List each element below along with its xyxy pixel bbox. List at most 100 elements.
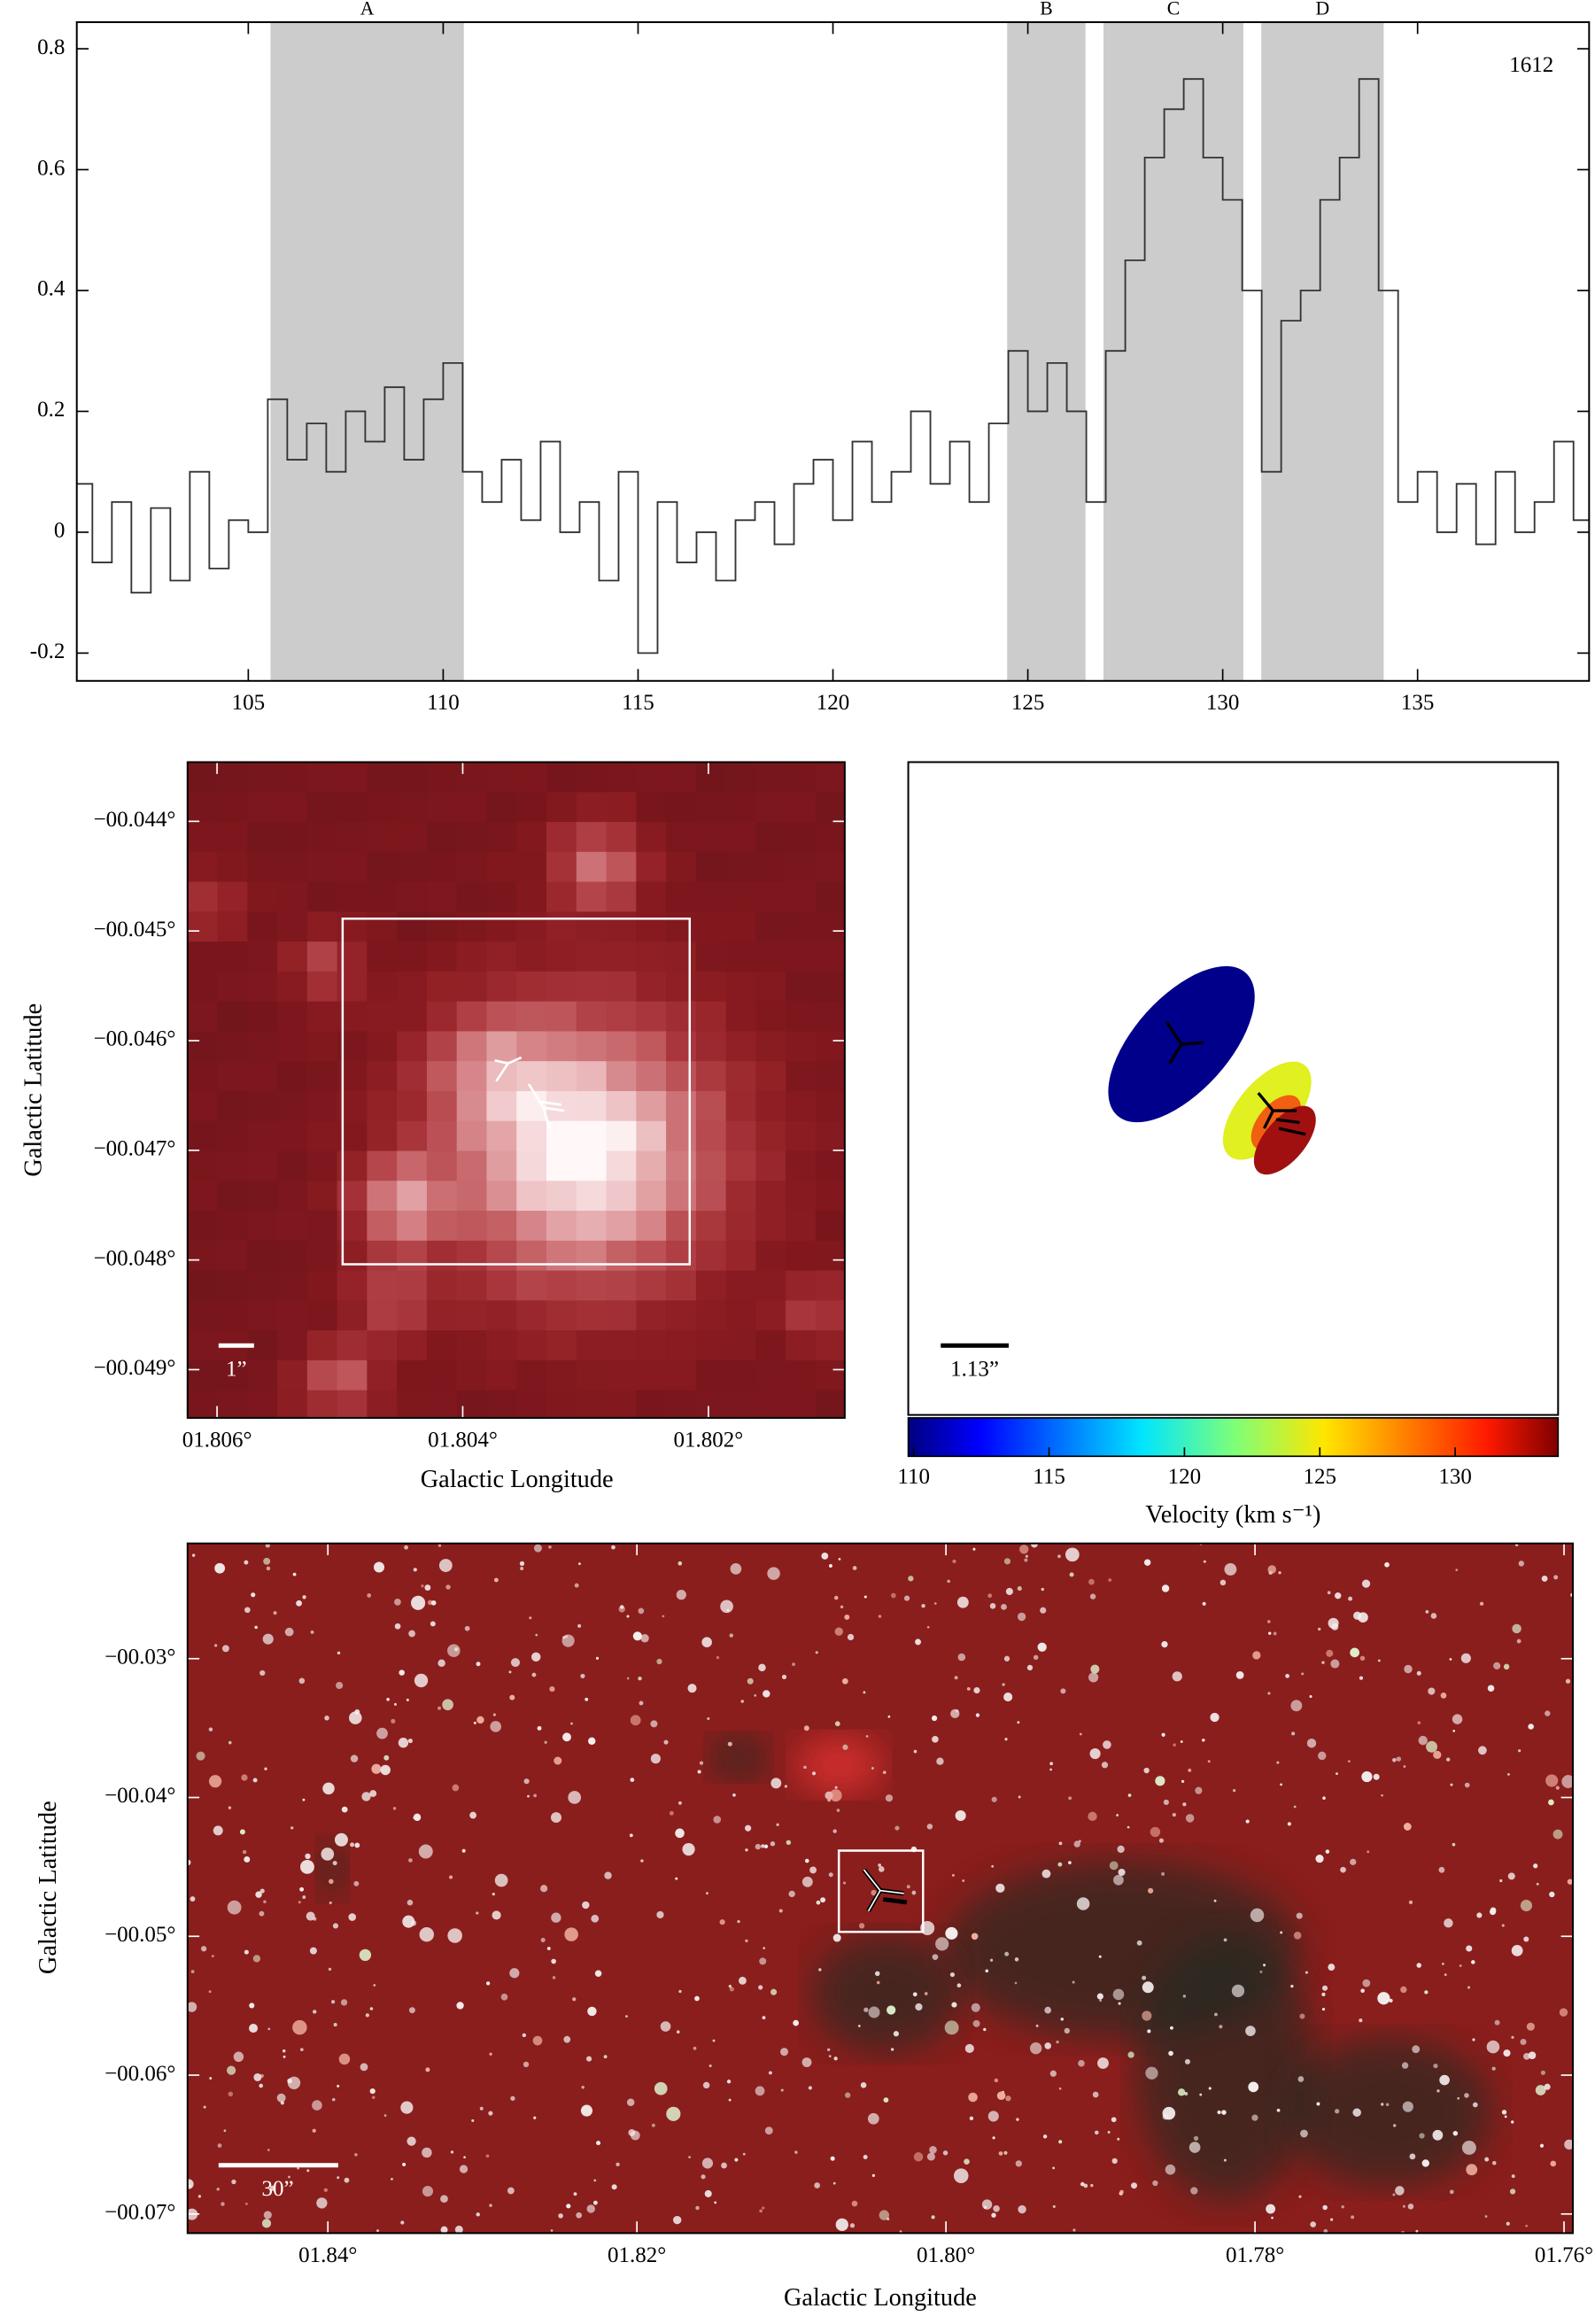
star	[780, 2048, 789, 2057]
image-pixel	[695, 911, 727, 942]
star	[1358, 1612, 1368, 1623]
image-pixel	[426, 1330, 458, 1361]
marker	[1257, 1091, 1306, 1136]
x-tick-label: 01.804°	[428, 1428, 498, 1452]
image-pixel	[426, 762, 458, 794]
image-pixel	[277, 1300, 308, 1331]
star	[231, 2179, 236, 2185]
star	[878, 1615, 882, 1618]
image-pixel	[247, 851, 278, 883]
image-pixel	[456, 1240, 488, 1272]
image-pixel	[666, 1211, 697, 1242]
image-pixel	[815, 1031, 845, 1063]
star	[306, 1911, 315, 1921]
star	[1073, 1840, 1080, 1848]
image-pixel	[217, 1360, 249, 1391]
image-pixel	[666, 1360, 697, 1391]
star	[1177, 2088, 1186, 2096]
image-pixel	[486, 1090, 518, 1122]
star	[852, 1566, 857, 1570]
image-pixel	[815, 1211, 845, 1242]
image-pixel	[636, 1330, 667, 1361]
image-pixel	[187, 941, 219, 972]
image-pixel	[695, 1240, 727, 1272]
star	[1533, 1863, 1538, 1869]
image-pixel	[486, 1390, 518, 1418]
star	[492, 1910, 501, 1920]
star	[459, 2165, 468, 2173]
image-pixel	[277, 822, 308, 853]
star	[1231, 1984, 1245, 1997]
image-pixel	[666, 941, 697, 972]
star	[1395, 2186, 1405, 2196]
star	[402, 2162, 406, 2166]
image-pixel	[456, 762, 488, 794]
star	[399, 1669, 405, 1676]
image-pixel	[367, 762, 398, 794]
star	[603, 2055, 608, 2059]
star	[1267, 1692, 1271, 1695]
image-pixel	[576, 1001, 608, 1033]
cutout-image	[187, 762, 845, 1418]
image-pixel	[456, 1211, 488, 1242]
image-pixel	[367, 971, 398, 1003]
star	[944, 2020, 959, 2035]
image-pixel	[786, 1330, 817, 1361]
image-pixel	[725, 851, 757, 883]
star	[1145, 2066, 1158, 2080]
star	[305, 1853, 311, 1860]
image-pixel	[695, 1360, 727, 1391]
star	[203, 2105, 206, 2109]
star	[1113, 1874, 1124, 1886]
star	[955, 1810, 966, 1822]
star	[838, 1557, 841, 1561]
star	[1392, 1757, 1397, 1762]
star	[738, 1976, 747, 1985]
image-pixel	[636, 1061, 667, 1092]
image-pixel	[755, 822, 786, 853]
glow	[794, 1735, 884, 1795]
star	[350, 1842, 355, 1848]
image-pixel	[576, 1120, 608, 1152]
star	[1401, 2062, 1409, 2069]
star	[581, 2086, 585, 2089]
image-pixel	[426, 1001, 458, 1033]
image-pixel	[217, 1090, 249, 1122]
star	[926, 1824, 933, 1830]
star	[792, 1662, 795, 1667]
star	[1127, 1825, 1130, 1829]
star	[1056, 2040, 1059, 2044]
star	[747, 1677, 754, 1685]
star	[887, 1715, 891, 1718]
image-pixel	[606, 1390, 638, 1418]
star	[836, 1809, 840, 1812]
image-pixel	[576, 1150, 608, 1182]
image-pixel	[486, 792, 518, 823]
star	[535, 1633, 538, 1637]
star	[1561, 1775, 1573, 1788]
image-pixel	[277, 1270, 308, 1302]
star	[531, 1672, 537, 1677]
star	[348, 1913, 356, 1921]
star	[1108, 1578, 1112, 1582]
image-pixel	[725, 762, 757, 794]
star	[408, 1858, 413, 1863]
star	[1466, 2164, 1478, 2176]
star	[324, 1716, 329, 1721]
image-pixel	[187, 1240, 219, 1272]
star	[533, 1544, 542, 1553]
star	[1142, 1981, 1154, 1994]
image-pixel	[576, 762, 608, 794]
star	[1017, 1612, 1026, 1622]
star	[1003, 1693, 1013, 1702]
star	[1096, 1993, 1103, 2000]
image-pixel	[486, 911, 518, 942]
star	[1297, 2076, 1305, 2082]
star	[1315, 1855, 1324, 1863]
star	[1321, 1661, 1325, 1664]
star	[552, 1976, 556, 1979]
image-pixel	[247, 941, 278, 972]
star	[1404, 1664, 1413, 1674]
spectrum-plot	[76, 22, 1590, 681]
star	[1017, 1586, 1022, 1592]
